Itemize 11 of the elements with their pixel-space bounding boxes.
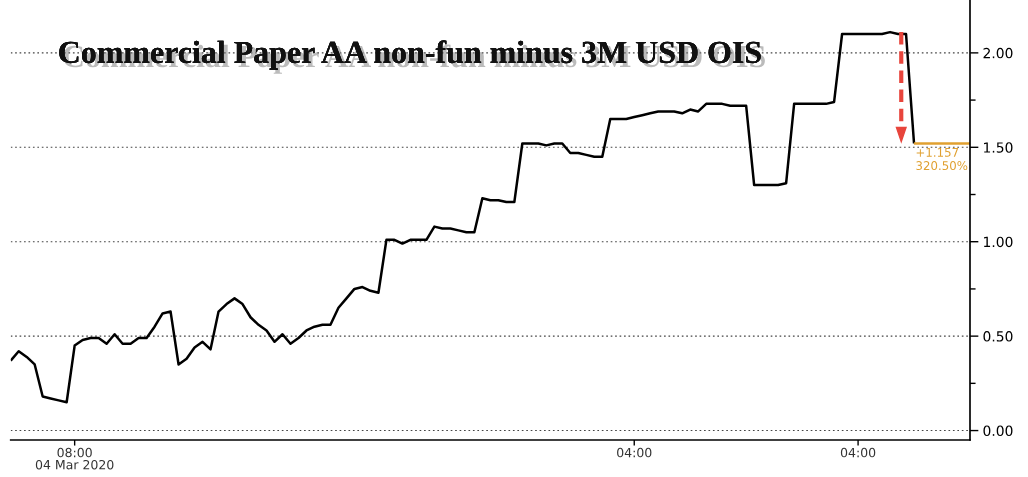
x-tick-label: 04:00	[617, 447, 652, 458]
x-tick-label: 08:00 04 Mar 2020	[35, 447, 114, 470]
y-tick-label: 1.50	[984, 142, 1013, 153]
text: Commercial Paper AA non-fun minus 3M USD OIS	[59, 40, 765, 74]
y-tick-label: 0.00	[983, 425, 1013, 437]
annotation: +1.157 320.50%	[916, 148, 968, 171]
y-tick-label: 2.00	[983, 47, 1013, 59]
y-tick-label: 0.50	[983, 331, 1013, 342]
line-series	[10, 30, 916, 404]
y-tick-label: 1.00	[984, 236, 1013, 248]
x-tick-label: 04:00	[840, 447, 876, 458]
